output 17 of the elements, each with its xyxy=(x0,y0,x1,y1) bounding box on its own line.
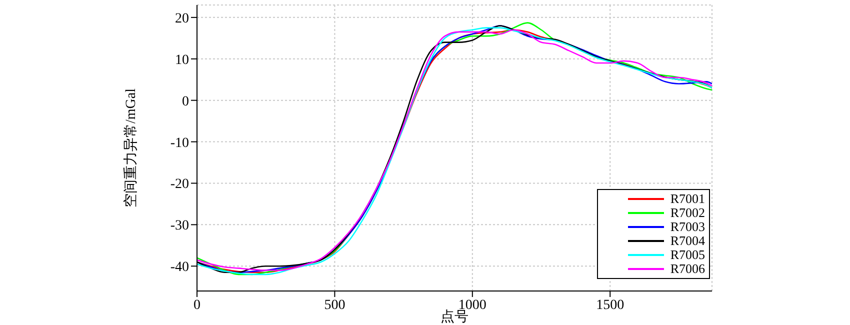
legend-label: R7003 xyxy=(670,219,705,235)
y-tick-label: 20 xyxy=(175,11,189,26)
legend-label: R7006 xyxy=(670,261,705,277)
y-tick-label: -40 xyxy=(170,260,189,276)
legend-label: R7005 xyxy=(670,247,705,263)
x-tick-label: 0 xyxy=(194,298,200,313)
y-tick-label: -10 xyxy=(170,136,189,151)
legend-label: R7001 xyxy=(670,191,705,207)
y-axis-title: 空间重力异常/mGal xyxy=(122,88,139,208)
x-tick-label: 1500 xyxy=(596,298,624,313)
legend-label: R7002 xyxy=(670,205,705,221)
y-tick-label: -20 xyxy=(170,177,189,192)
y-tick-label: 10 xyxy=(175,52,189,68)
y-tick-label: -30 xyxy=(170,218,189,234)
y-tick-label: 0 xyxy=(182,94,189,110)
x-tick-label: 500 xyxy=(324,298,346,313)
legend-label: R7004 xyxy=(670,233,705,249)
